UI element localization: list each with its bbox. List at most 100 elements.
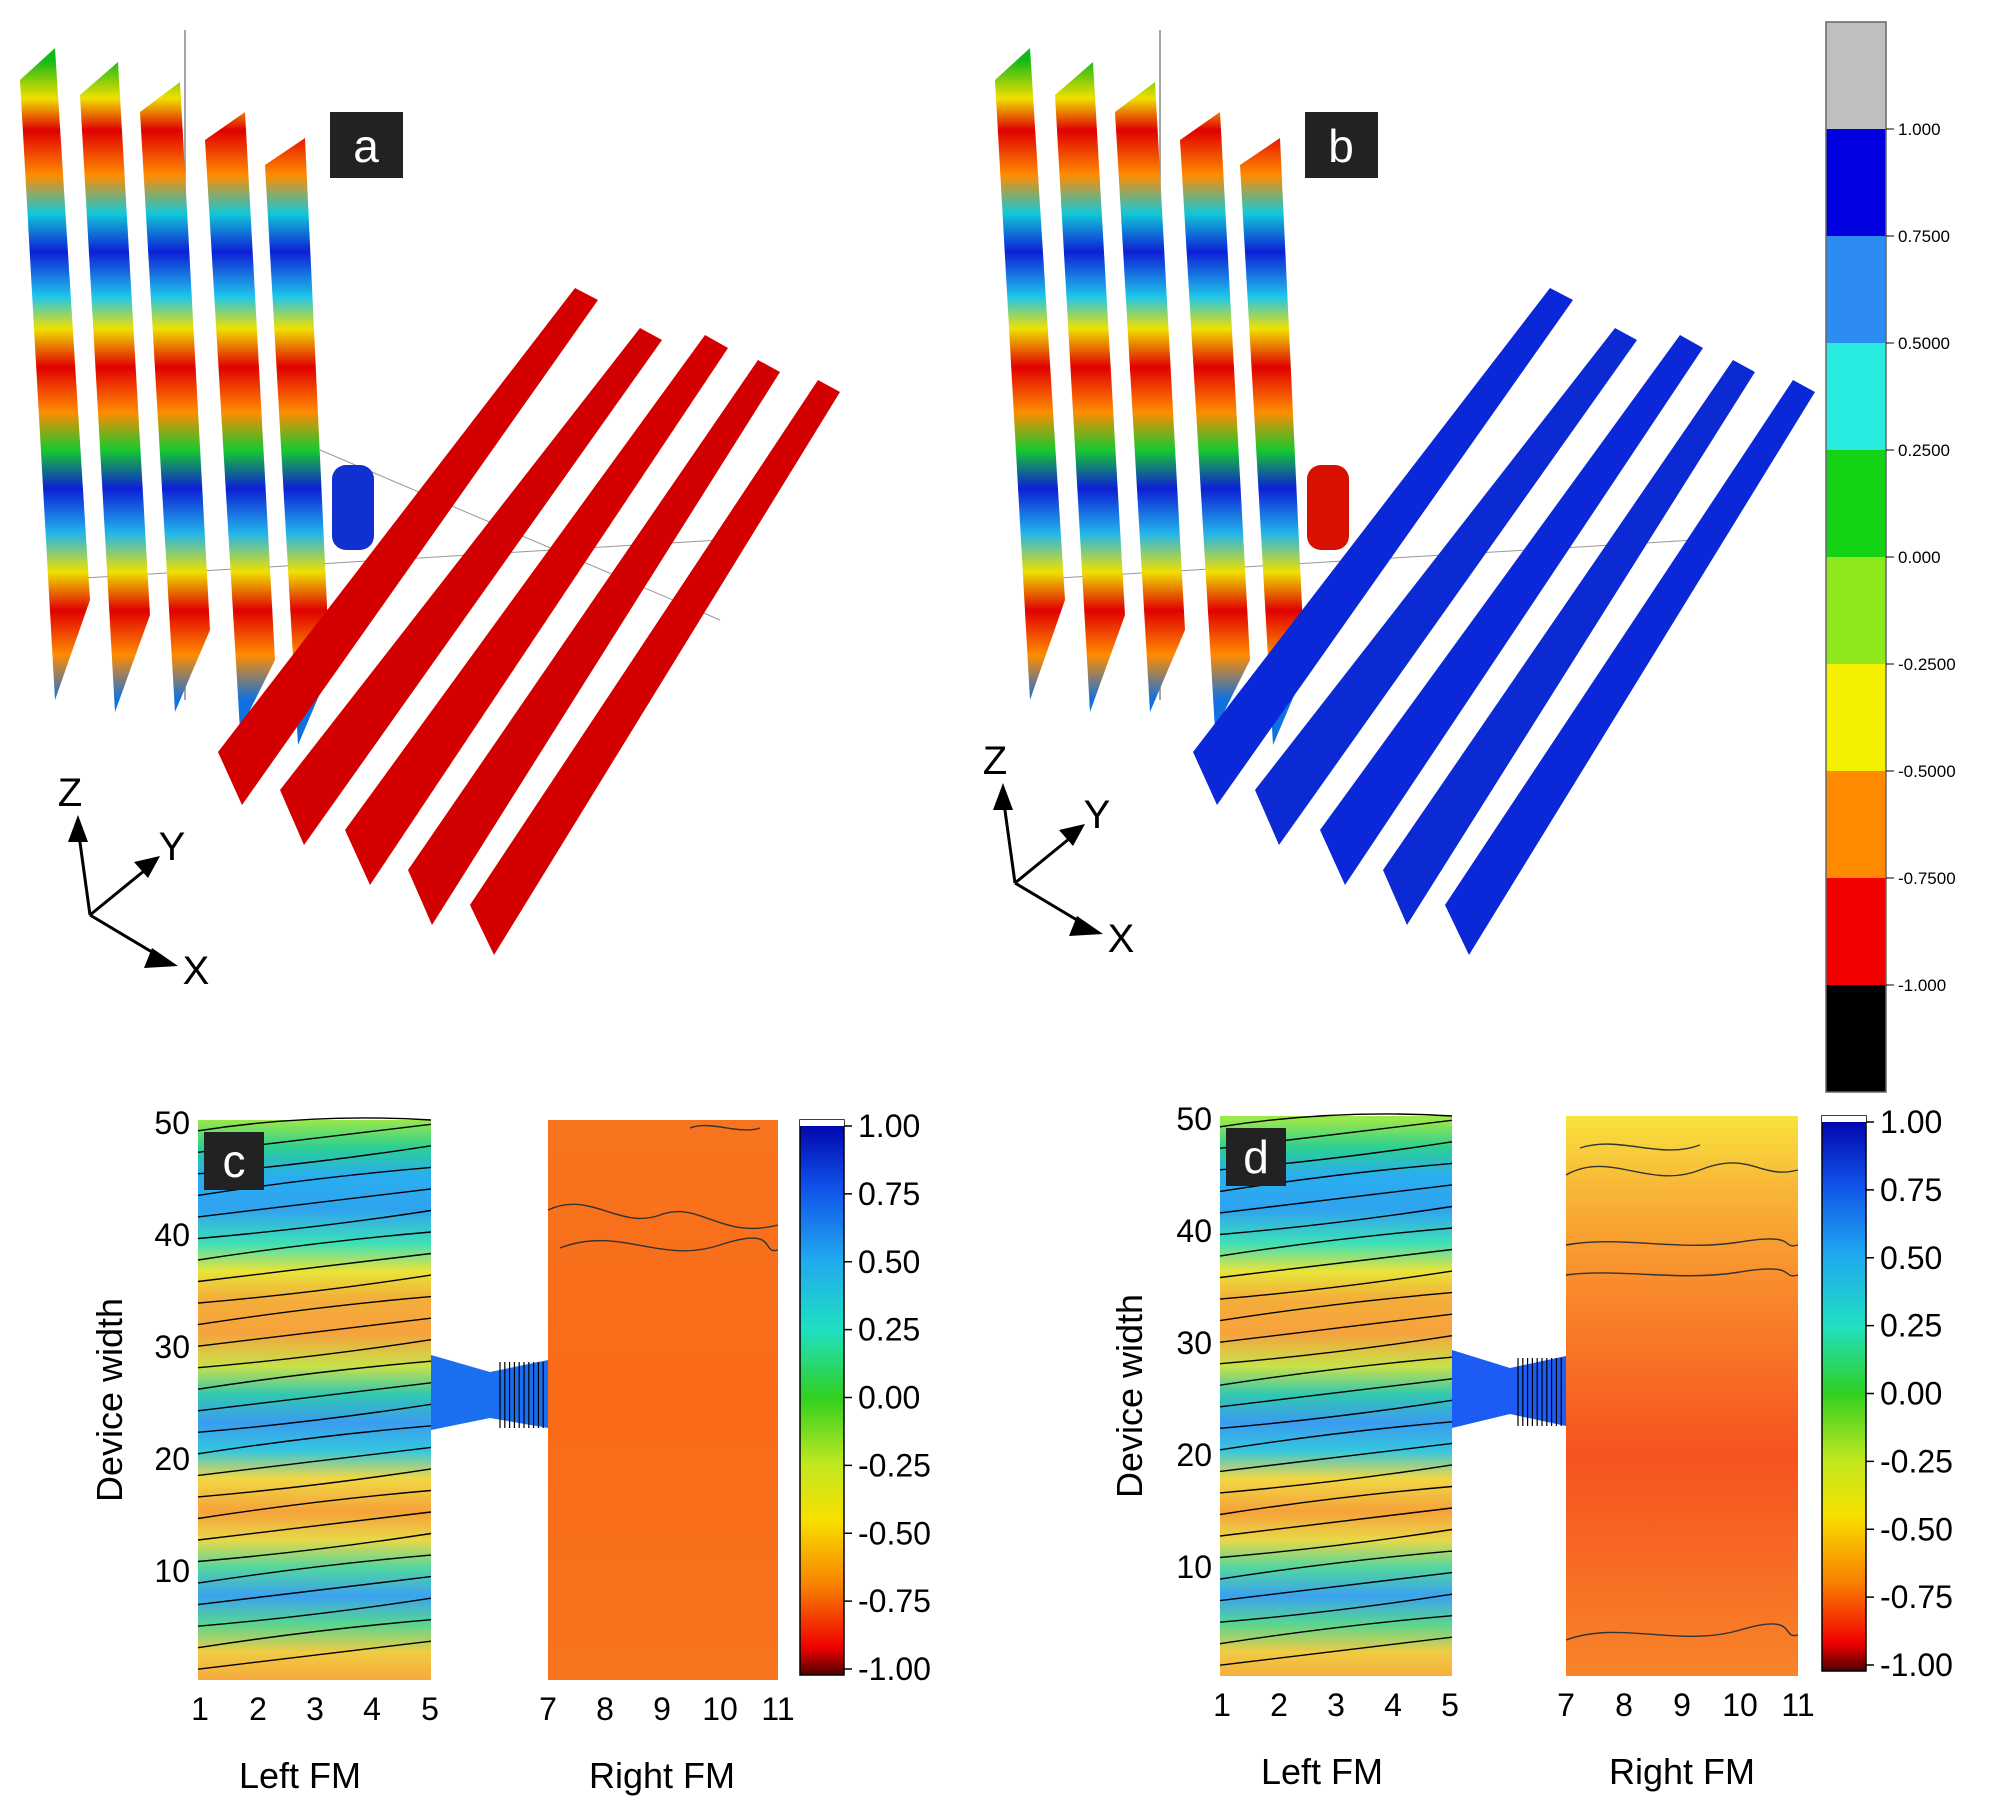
svg-text:7: 7 <box>1557 1687 1575 1723</box>
ytick: 30 <box>154 1329 190 1365</box>
horizontal-stripe <box>1383 360 1755 925</box>
svg-text:30: 30 <box>1176 1325 1212 1361</box>
colorbar-tick-label: 0.75 <box>1880 1172 1942 1208</box>
svg-text:1: 1 <box>191 1691 209 1727</box>
x-axis-label: X <box>183 949 210 993</box>
ytick: 40 <box>154 1217 190 1253</box>
colorbar-block <box>1826 129 1886 236</box>
colorbar-tick-label: -0.2500 <box>1898 655 1956 674</box>
svg-text:10: 10 <box>1722 1687 1758 1723</box>
colorbar-tick-label: -0.50 <box>1880 1511 1953 1547</box>
panel-d-xticks-right: 7 8 9 10 11 <box>1557 1687 1815 1723</box>
svg-text:2: 2 <box>249 1691 267 1727</box>
horizontal-stripe <box>218 288 598 805</box>
colorbar-block <box>1826 985 1886 1092</box>
axes-indicator-a: Z Y X <box>58 771 210 993</box>
panel-c-label: c <box>223 1135 246 1187</box>
panel-d-label-box <box>1226 1128 1286 1186</box>
svg-text:5: 5 <box>421 1691 439 1727</box>
vertical-stripe <box>140 82 210 712</box>
svg-text:2: 2 <box>1270 1687 1288 1723</box>
svg-text:4: 4 <box>1384 1687 1402 1723</box>
ytick: 10 <box>154 1553 190 1589</box>
colorbar-block <box>1826 878 1886 985</box>
panel-b-label-box <box>1305 112 1378 178</box>
panel-d-yticks: 50 40 30 20 10 <box>1176 1101 1212 1585</box>
center-block <box>1307 465 1349 550</box>
colorbar-3d: 1.000 0.7500 0.5000 0.2500 0.000 -0.2500 -0.50… <box>1825 21 1956 1093</box>
panel-c-ylabel: Device width <box>89 1298 130 1502</box>
colorbar-tick-label: -0.75 <box>858 1583 931 1619</box>
panel-d-label: d <box>1243 1131 1269 1183</box>
svg-text:8: 8 <box>1615 1687 1633 1723</box>
colorbar-tick-label: -1.000 <box>1898 976 1946 995</box>
horizontal-stripe <box>470 380 840 955</box>
svg-text:11: 11 <box>761 1691 794 1727</box>
horizontal-stripe <box>280 328 662 845</box>
panel-c-label-box <box>204 1132 264 1190</box>
panel-c-left-label: Left FM <box>239 1755 361 1796</box>
colorbar-block <box>1826 236 1886 343</box>
svg-text:10: 10 <box>1176 1549 1212 1585</box>
panel-c-yticks: 50 40 30 20 10 <box>154 1105 190 1589</box>
vertical-stripe <box>80 62 150 712</box>
colorbar-tick-label: -0.50 <box>858 1515 931 1551</box>
panel-c-right-label: Right FM <box>589 1755 735 1796</box>
colorbar-tick-label: -0.75 <box>1880 1579 1953 1615</box>
horizontal-stripe <box>1193 288 1573 805</box>
svg-text:11: 11 <box>1781 1687 1814 1723</box>
colorbar-tick-label: -1.00 <box>1880 1647 1953 1683</box>
svg-text:5: 5 <box>1441 1687 1459 1723</box>
colorbar-tick-label: 0.2500 <box>1898 441 1950 460</box>
colorbar-block <box>1826 343 1886 450</box>
colorbar-block <box>1826 22 1886 129</box>
z-axis-label: Z <box>58 771 82 815</box>
colorbar-tick-label: 1.00 <box>1880 1104 1942 1140</box>
bridge <box>1452 1350 1566 1428</box>
vertical-stripe <box>1055 62 1125 712</box>
panel-c-contour: c 50 40 30 20 10 Device width 1 2 3 4 5 … <box>89 1105 931 1796</box>
svg-text:20: 20 <box>1176 1437 1212 1473</box>
vertical-stripe <box>1240 138 1305 745</box>
bridge <box>431 1355 548 1430</box>
colorbar-tick-label: 0.75 <box>858 1176 920 1212</box>
right-fm-region <box>1566 1116 1798 1676</box>
vertical-stripe <box>205 112 275 730</box>
panel-b-3d-plot: b Z Y X <box>983 30 1815 961</box>
svg-text:8: 8 <box>596 1691 614 1727</box>
panel-a-3d-plot: a Z Y X <box>20 30 840 993</box>
left-fm-region <box>1220 1116 1452 1676</box>
colorbar-tick-label: 0.5000 <box>1898 334 1950 353</box>
vertical-stripe <box>1115 82 1185 712</box>
y-axis-label: Y <box>159 825 186 869</box>
svg-text:10: 10 <box>702 1691 738 1727</box>
axes-indicator-b: Z Y X <box>983 739 1135 961</box>
horizontal-stripe <box>408 360 780 925</box>
panel-d-colorbar <box>1821 1115 1867 1672</box>
svg-text:4: 4 <box>363 1691 381 1727</box>
colorbar-tick-label: 1.00 <box>858 1108 920 1144</box>
panel-b-label: b <box>1328 120 1354 172</box>
svg-text:1: 1 <box>1213 1687 1231 1723</box>
colorbar-tick-label: -1.00 <box>858 1651 931 1687</box>
panel-d-ylabel: Device width <box>1109 1294 1150 1498</box>
svg-text:3: 3 <box>306 1691 324 1727</box>
panel-c-xticks-left: 1 2 3 4 5 <box>191 1691 439 1727</box>
colorbar-tick-label: -0.5000 <box>1898 762 1956 781</box>
colorbar-tick-label: 0.50 <box>858 1244 920 1280</box>
colorbar-block <box>1826 450 1886 557</box>
horizontal-stripe <box>1320 335 1703 885</box>
panel-c-colorbar-ticks: 1.00 0.75 0.50 0.25 0.00 -0.25 -0.50 -0.75 -1.00 <box>844 1108 931 1687</box>
vertical-stripe <box>995 48 1065 700</box>
horizontal-stripe <box>1255 328 1637 845</box>
left-fm-region <box>198 1120 431 1680</box>
colorbar-tick-label: 0.7500 <box>1898 227 1950 246</box>
colorbar-tick-label: 1.000 <box>1898 120 1941 139</box>
svg-text:3: 3 <box>1327 1687 1345 1723</box>
z-axis-label: Z <box>983 739 1007 783</box>
colorbar-tick-label: 0.00 <box>1880 1376 1942 1412</box>
svg-text:50: 50 <box>1176 1101 1212 1137</box>
y-axis-label: Y <box>1084 793 1111 837</box>
svg-text:7: 7 <box>539 1691 557 1727</box>
